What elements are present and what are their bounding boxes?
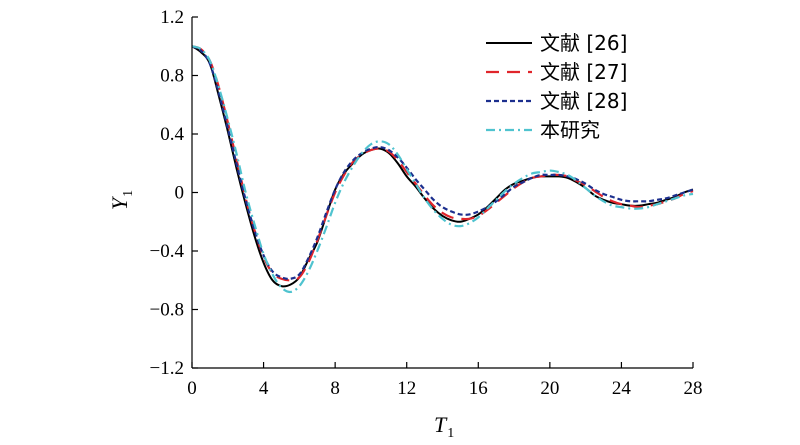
legend-label-2: 文献 [27] (540, 60, 627, 84)
y-tick-label: 1.2 (160, 7, 184, 28)
y-axis-title-subscript: 1 (121, 190, 136, 197)
y-axis-title: Y1 (107, 190, 136, 210)
legend-label-3: 文献 [28] (540, 89, 627, 113)
series-line-1 (191, 45, 694, 288)
x-tick-label: 28 (684, 378, 703, 399)
series-line-4 (191, 45, 694, 294)
y-tick-label: 0 (175, 183, 185, 204)
x-tick-label: 12 (397, 378, 416, 399)
axes: 0 4 8 12 16 20 24 28 1.2 0.8 0.4 0 −0.4 −0.8 −1.2 (150, 7, 703, 399)
plot-area (191, 45, 694, 294)
x-tick-label: 24 (612, 378, 632, 399)
x-tick-label: 0 (187, 378, 197, 399)
x-axis-title: T1 (434, 412, 454, 441)
y-tick-label: −0.8 (150, 300, 184, 321)
y-tick-label: −1.2 (150, 358, 184, 379)
legend: 文献 [26] 文献 [27] 文献 [28] 本研究 (486, 31, 627, 142)
x-tick-label: 4 (259, 378, 269, 399)
series-line-2 (191, 45, 694, 282)
x-tick-label: 16 (469, 378, 488, 399)
y-tick-label: −0.4 (150, 241, 185, 262)
legend-label-1: 文献 [26] (540, 31, 627, 55)
y-tick-label: 0.4 (160, 124, 184, 145)
x-axis-title-subscript: 1 (447, 426, 454, 441)
y-tick-label: 0.8 (160, 66, 184, 87)
legend-label-4: 本研究 (540, 118, 600, 142)
x-tick-label: 20 (540, 378, 559, 399)
x-tick-label: 8 (330, 378, 340, 399)
